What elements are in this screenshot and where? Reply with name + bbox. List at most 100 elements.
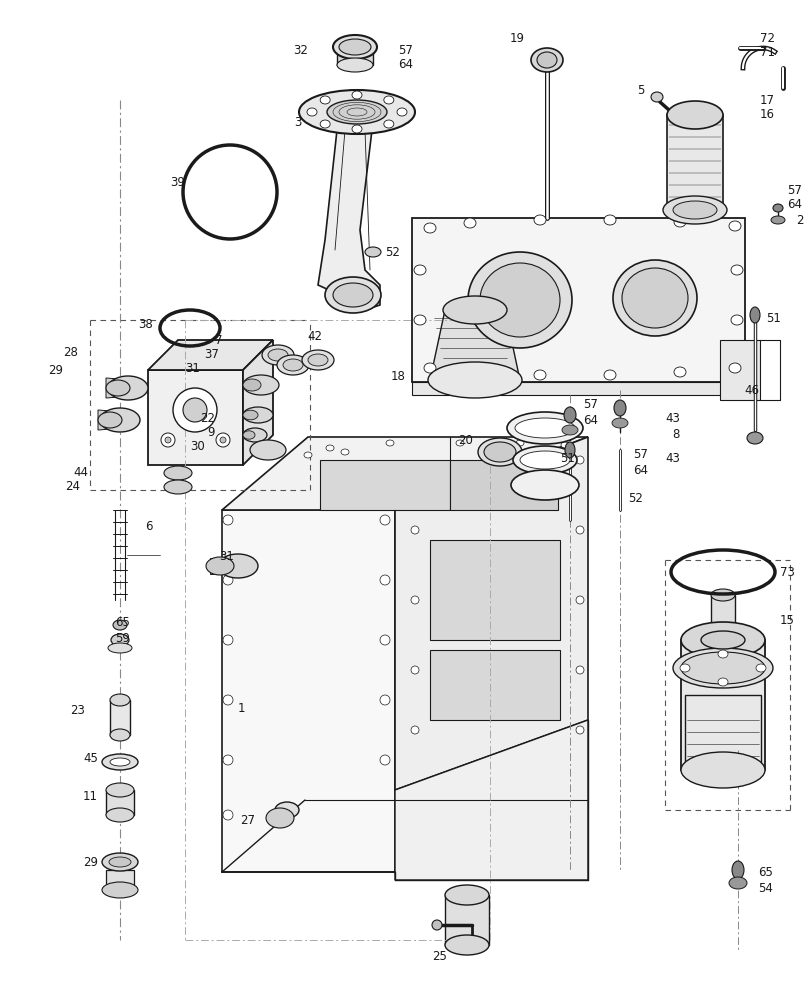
Ellipse shape [511, 470, 579, 500]
Ellipse shape [732, 861, 744, 879]
Ellipse shape [386, 440, 394, 446]
Ellipse shape [711, 589, 735, 601]
Text: 2: 2 [796, 214, 803, 227]
Ellipse shape [275, 802, 299, 818]
Text: 43: 43 [665, 452, 680, 464]
Polygon shape [412, 218, 745, 382]
Ellipse shape [414, 265, 426, 275]
Ellipse shape [718, 650, 728, 658]
Ellipse shape [243, 410, 258, 420]
Ellipse shape [397, 108, 407, 116]
Ellipse shape [516, 440, 524, 446]
Polygon shape [243, 340, 273, 465]
Ellipse shape [268, 349, 288, 361]
Ellipse shape [729, 221, 741, 231]
Ellipse shape [680, 664, 690, 672]
Ellipse shape [109, 857, 131, 867]
Ellipse shape [614, 400, 626, 416]
Ellipse shape [380, 635, 390, 645]
Ellipse shape [243, 379, 261, 391]
Ellipse shape [243, 407, 273, 423]
Ellipse shape [352, 91, 362, 99]
Ellipse shape [183, 398, 207, 422]
Ellipse shape [576, 456, 584, 464]
Ellipse shape [380, 515, 390, 525]
Ellipse shape [564, 407, 576, 423]
Ellipse shape [262, 345, 294, 365]
Text: 64: 64 [633, 464, 648, 477]
Ellipse shape [612, 418, 628, 428]
Ellipse shape [223, 755, 233, 765]
Ellipse shape [164, 466, 192, 480]
Ellipse shape [337, 58, 373, 72]
Ellipse shape [468, 252, 572, 348]
Polygon shape [681, 640, 765, 770]
Ellipse shape [384, 96, 393, 104]
Bar [711, 595, 735, 640]
Polygon shape [106, 378, 133, 398]
Ellipse shape [576, 526, 584, 534]
Ellipse shape [365, 247, 381, 257]
Ellipse shape [681, 652, 765, 684]
Text: 29: 29 [83, 856, 98, 868]
Polygon shape [430, 540, 560, 640]
Text: 73: 73 [780, 566, 795, 578]
Text: 16: 16 [760, 107, 775, 120]
Ellipse shape [576, 596, 584, 604]
Text: 22: 22 [200, 412, 215, 424]
Ellipse shape [464, 218, 476, 228]
Text: 51: 51 [766, 312, 781, 324]
Ellipse shape [106, 808, 134, 822]
Ellipse shape [223, 515, 233, 525]
Ellipse shape [750, 307, 760, 323]
Ellipse shape [266, 808, 294, 828]
Ellipse shape [701, 631, 745, 649]
Ellipse shape [673, 201, 717, 219]
Ellipse shape [223, 810, 233, 820]
Ellipse shape [729, 877, 747, 889]
Ellipse shape [464, 367, 476, 377]
Ellipse shape [667, 101, 723, 129]
Ellipse shape [223, 575, 233, 585]
Text: 59: 59 [115, 632, 130, 645]
Text: 72: 72 [760, 31, 775, 44]
Text: 65: 65 [115, 615, 130, 629]
Polygon shape [412, 382, 745, 395]
Ellipse shape [106, 380, 130, 396]
Ellipse shape [411, 726, 419, 734]
Ellipse shape [576, 666, 584, 674]
Text: 57: 57 [583, 398, 598, 412]
Ellipse shape [480, 263, 560, 337]
Text: 9: 9 [208, 426, 215, 438]
Text: 23: 23 [70, 704, 85, 716]
Ellipse shape [718, 678, 728, 686]
Ellipse shape [326, 445, 334, 451]
Text: 42: 42 [307, 330, 322, 344]
Ellipse shape [674, 217, 686, 227]
Ellipse shape [773, 204, 783, 212]
Ellipse shape [424, 363, 436, 373]
Ellipse shape [165, 437, 171, 443]
Ellipse shape [327, 100, 387, 124]
Ellipse shape [102, 754, 138, 770]
Ellipse shape [513, 446, 577, 474]
Ellipse shape [432, 920, 442, 930]
Ellipse shape [443, 296, 507, 324]
Ellipse shape [243, 428, 267, 442]
Ellipse shape [307, 108, 317, 116]
Text: 30: 30 [190, 440, 205, 454]
Ellipse shape [414, 315, 426, 325]
Ellipse shape [110, 729, 130, 741]
Ellipse shape [411, 596, 419, 604]
Ellipse shape [537, 52, 557, 68]
Ellipse shape [411, 666, 419, 674]
Ellipse shape [651, 92, 663, 102]
Ellipse shape [283, 359, 303, 371]
Polygon shape [667, 115, 723, 210]
Polygon shape [148, 370, 243, 465]
Ellipse shape [325, 277, 381, 313]
Text: 31: 31 [185, 361, 200, 374]
Polygon shape [430, 310, 520, 380]
Ellipse shape [304, 452, 312, 458]
Ellipse shape [308, 354, 328, 366]
